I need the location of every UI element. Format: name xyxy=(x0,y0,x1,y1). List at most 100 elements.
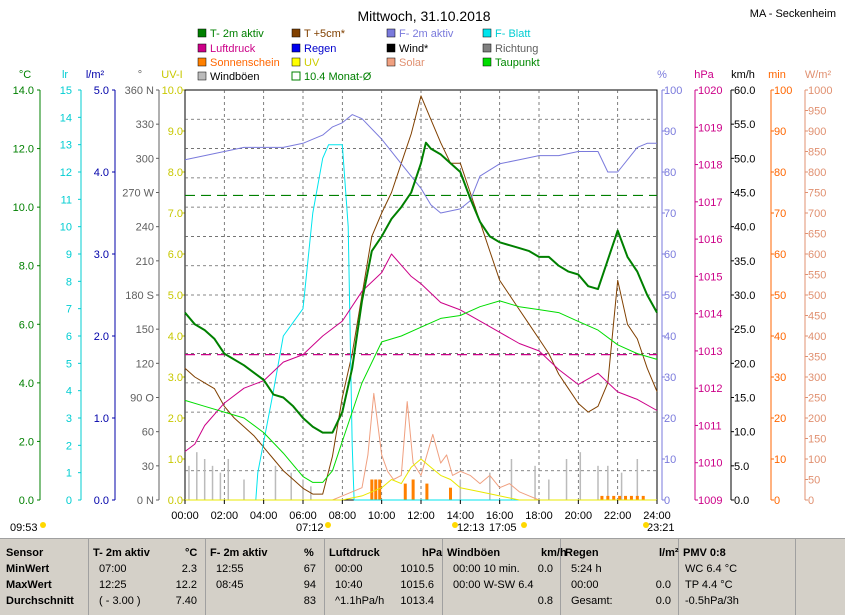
axis-tick-label: 5.0 xyxy=(168,290,183,302)
axis-tick-label: 3 xyxy=(66,413,72,425)
axis-tick-label: 80 xyxy=(774,167,786,179)
legend-swatch xyxy=(291,57,301,67)
axis-tick-label: 70 xyxy=(664,208,676,220)
axis-tick-label: 70 xyxy=(774,208,786,220)
event-time-label: 09:53 xyxy=(10,522,38,534)
time-tick-label: 14:00 xyxy=(447,510,475,522)
axis-tick-label: 150 xyxy=(136,324,154,336)
table-cell-value: 7.40 xyxy=(175,595,197,607)
bar-windb-en xyxy=(196,452,198,500)
legend-label: Wind* xyxy=(399,43,429,55)
axis-tick-label: 100 xyxy=(774,85,792,97)
axis-tick-label: 90 xyxy=(664,126,676,138)
axis-unit-label: UV-I xyxy=(161,69,182,81)
bar-windb-en xyxy=(534,465,536,500)
table-cell-value: 1010.5 xyxy=(400,563,434,575)
legend: T- 2m aktiv T +5cm* F- 2m aktiv F- Blatt Luf… xyxy=(197,28,540,83)
axis-tick-label: 300 xyxy=(808,372,826,384)
axis-tick-label: 1 xyxy=(66,468,72,480)
table-cell-time: 00:00 xyxy=(335,563,363,575)
axis-tick-label: 60 xyxy=(664,249,676,261)
time-axis: 00:00 02:00 04:00 06:00 08:00 10:00 12:00 14:00… xyxy=(171,500,671,522)
table-cell-pmv: WC 6.4 °C xyxy=(685,563,738,575)
axis-tick-label: 10.0 xyxy=(13,202,34,214)
axis-tick-label: 250 xyxy=(808,393,826,405)
axis-tick-label: 7 xyxy=(66,304,72,316)
legend-label: T +5cm* xyxy=(304,28,346,40)
bar-windb-en xyxy=(597,465,599,500)
bar-windb-en xyxy=(620,472,623,500)
axis-tick-label: 40.0 xyxy=(734,222,755,234)
axis-tick-label: 0.0 xyxy=(94,495,109,507)
axis-tick-label: 20 xyxy=(774,413,786,425)
bar-windb-en xyxy=(510,459,513,500)
legend-label: T- 2m aktiv xyxy=(210,28,264,40)
left-axes: °C14.012.010.08.06.04.02.00.0lr151413121… xyxy=(13,69,186,507)
axis-tick-label: 650 xyxy=(808,229,826,241)
bar-sonnenschein xyxy=(600,495,604,500)
legend-label: Taupunkt xyxy=(495,57,540,69)
event-time-label: 23:21 xyxy=(647,522,675,534)
axis-tick-label: 25.0 xyxy=(734,324,755,336)
legend-swatch xyxy=(482,43,492,53)
series-line-t-2m-aktiv xyxy=(184,141,658,434)
axis-tick-label: 500 xyxy=(808,290,826,302)
axis-tick-label: 270 W xyxy=(122,188,154,200)
table-separator xyxy=(678,539,679,615)
axis-tick-label: 950 xyxy=(808,106,826,118)
bar-windb-en xyxy=(489,472,491,500)
bar-windb-en xyxy=(459,479,462,500)
sun-symbol xyxy=(40,522,46,528)
axis-tick-label: 0 xyxy=(774,495,780,507)
axis-tick-label: 8 xyxy=(66,276,72,288)
axis-tick-label: 10 xyxy=(774,454,786,466)
axis-tick-label: 1009 xyxy=(698,495,722,507)
axis-tick-label: 9.0 xyxy=(168,126,183,138)
bar-sonnenschein xyxy=(449,487,452,500)
axis-tick-label: 210 xyxy=(136,256,154,268)
table-cell-time: 00:00 W-SW 6.4 xyxy=(453,579,534,591)
axis-tick-label: 30 xyxy=(142,461,154,473)
axis-tick-label: 7.0 xyxy=(168,208,183,220)
table-cell-value: 1013.4 xyxy=(400,595,434,607)
axis-tick-label: 10.0 xyxy=(162,85,183,97)
axis-tick-label: 20.0 xyxy=(734,358,755,370)
axis-tick-label: 2.0 xyxy=(94,331,109,343)
axis-tick-label: 11 xyxy=(61,194,72,206)
axis-tick-label: 90 xyxy=(774,126,786,138)
axis-tick-label: 800 xyxy=(808,167,826,179)
time-tick-label: 18:00 xyxy=(525,510,553,522)
axis-tick-label: 330 xyxy=(136,119,154,131)
axis-tick-label: 0 xyxy=(66,495,72,507)
legend-label: F- Blatt xyxy=(495,28,530,40)
table-cell-value: 0.8 xyxy=(537,595,553,607)
table-row-label: MinWert xyxy=(6,563,50,575)
table-header: PMV 0:8 xyxy=(683,547,726,559)
axis-tick-label: 1016 xyxy=(698,234,722,246)
bar-windb-en xyxy=(211,465,214,500)
axis-tick-label: 2.0 xyxy=(168,413,183,425)
table-header: T- 2m aktiv xyxy=(93,547,150,559)
table-cell-value: 0.0 xyxy=(537,563,553,575)
chart-title: Mittwoch, 31.10.2018 xyxy=(357,8,490,24)
chart-canvas: Mittwoch, 31.10.2018 MA - Seckenheim T- … xyxy=(10,8,836,534)
bar-sonnenschein xyxy=(618,495,622,500)
table-cell-pmv: TP 4.4 °C xyxy=(685,579,733,591)
table-cell-pmv: -0.5hPa/3h xyxy=(685,595,739,607)
axis-tick-label: 4 xyxy=(66,386,72,398)
axis-tick-label: 50 xyxy=(664,290,676,302)
axis-tick-label: 30.0 xyxy=(734,290,755,302)
bar-windb-en xyxy=(274,465,277,500)
legend-label: Solar xyxy=(399,57,425,69)
axis-tick-label: 1019 xyxy=(698,122,722,134)
bar-sonnenschein xyxy=(403,483,407,500)
table-header: Sensor xyxy=(6,547,44,559)
bar-sonnenschein xyxy=(411,479,415,500)
series-layer xyxy=(184,95,658,501)
table-cell-time: ( - 3.00 ) xyxy=(99,595,141,607)
bar-sonnenschein xyxy=(606,495,610,500)
axis-tick-label: 3.0 xyxy=(94,249,109,261)
axis-tick-label: 15 xyxy=(60,85,72,97)
table-separator xyxy=(205,539,206,615)
